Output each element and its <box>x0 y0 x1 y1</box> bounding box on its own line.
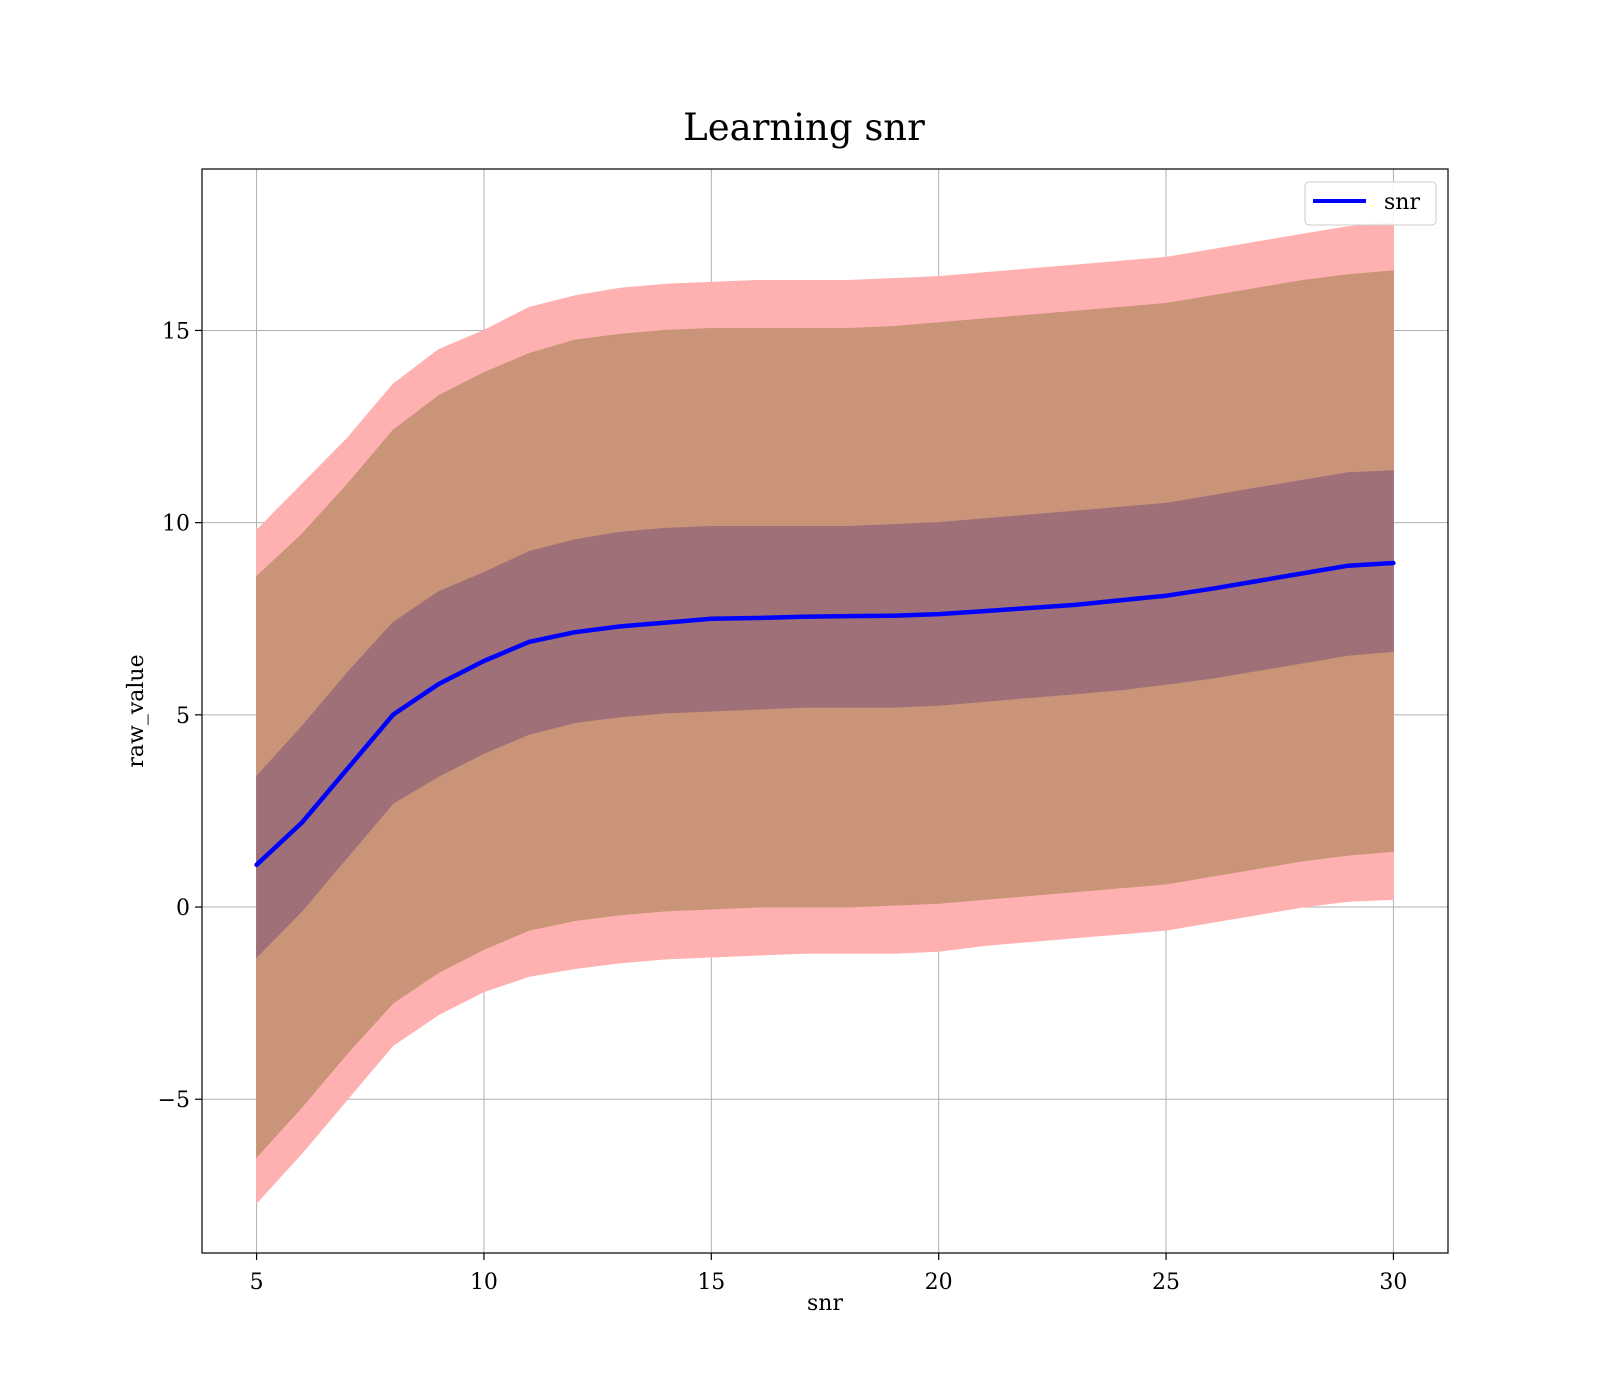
plot-frame <box>201 168 1449 1254</box>
x-tick-label-4: 25 <box>1152 1270 1180 1295</box>
confidence-bands <box>256 222 1394 1205</box>
band-middle <box>256 270 1394 1159</box>
y-axis-ticks: −5 0 5 10 15 <box>158 319 202 1113</box>
y-tick-label-0: −5 <box>158 1088 190 1113</box>
y-tick-label-1: 0 <box>176 896 190 921</box>
y-tick-label-2: 5 <box>176 704 190 729</box>
x-axis-label: snr <box>807 1291 843 1316</box>
band-inner <box>256 470 1394 959</box>
series-lines <box>254 560 1396 868</box>
x-tick-label-1: 10 <box>470 1270 498 1295</box>
series-line-snr <box>254 560 1396 868</box>
legend: snr <box>1304 181 1437 226</box>
y-tick-label-4: 15 <box>162 319 190 344</box>
x-tick-label-0: 5 <box>250 1270 264 1295</box>
legend-label-snr: snr <box>1384 190 1420 215</box>
x-axis-ticks: 5 10 15 20 25 30 <box>250 1253 1407 1295</box>
chart-title: Learning snr <box>683 106 925 149</box>
legend-box <box>1304 181 1437 226</box>
y-tick-label-3: 10 <box>162 512 190 537</box>
x-tick-label-5: 30 <box>1379 1270 1407 1295</box>
x-tick-label-3: 20 <box>925 1270 953 1295</box>
y-axis-label: raw_value <box>124 654 149 767</box>
x-tick-label-2: 15 <box>697 1270 725 1295</box>
